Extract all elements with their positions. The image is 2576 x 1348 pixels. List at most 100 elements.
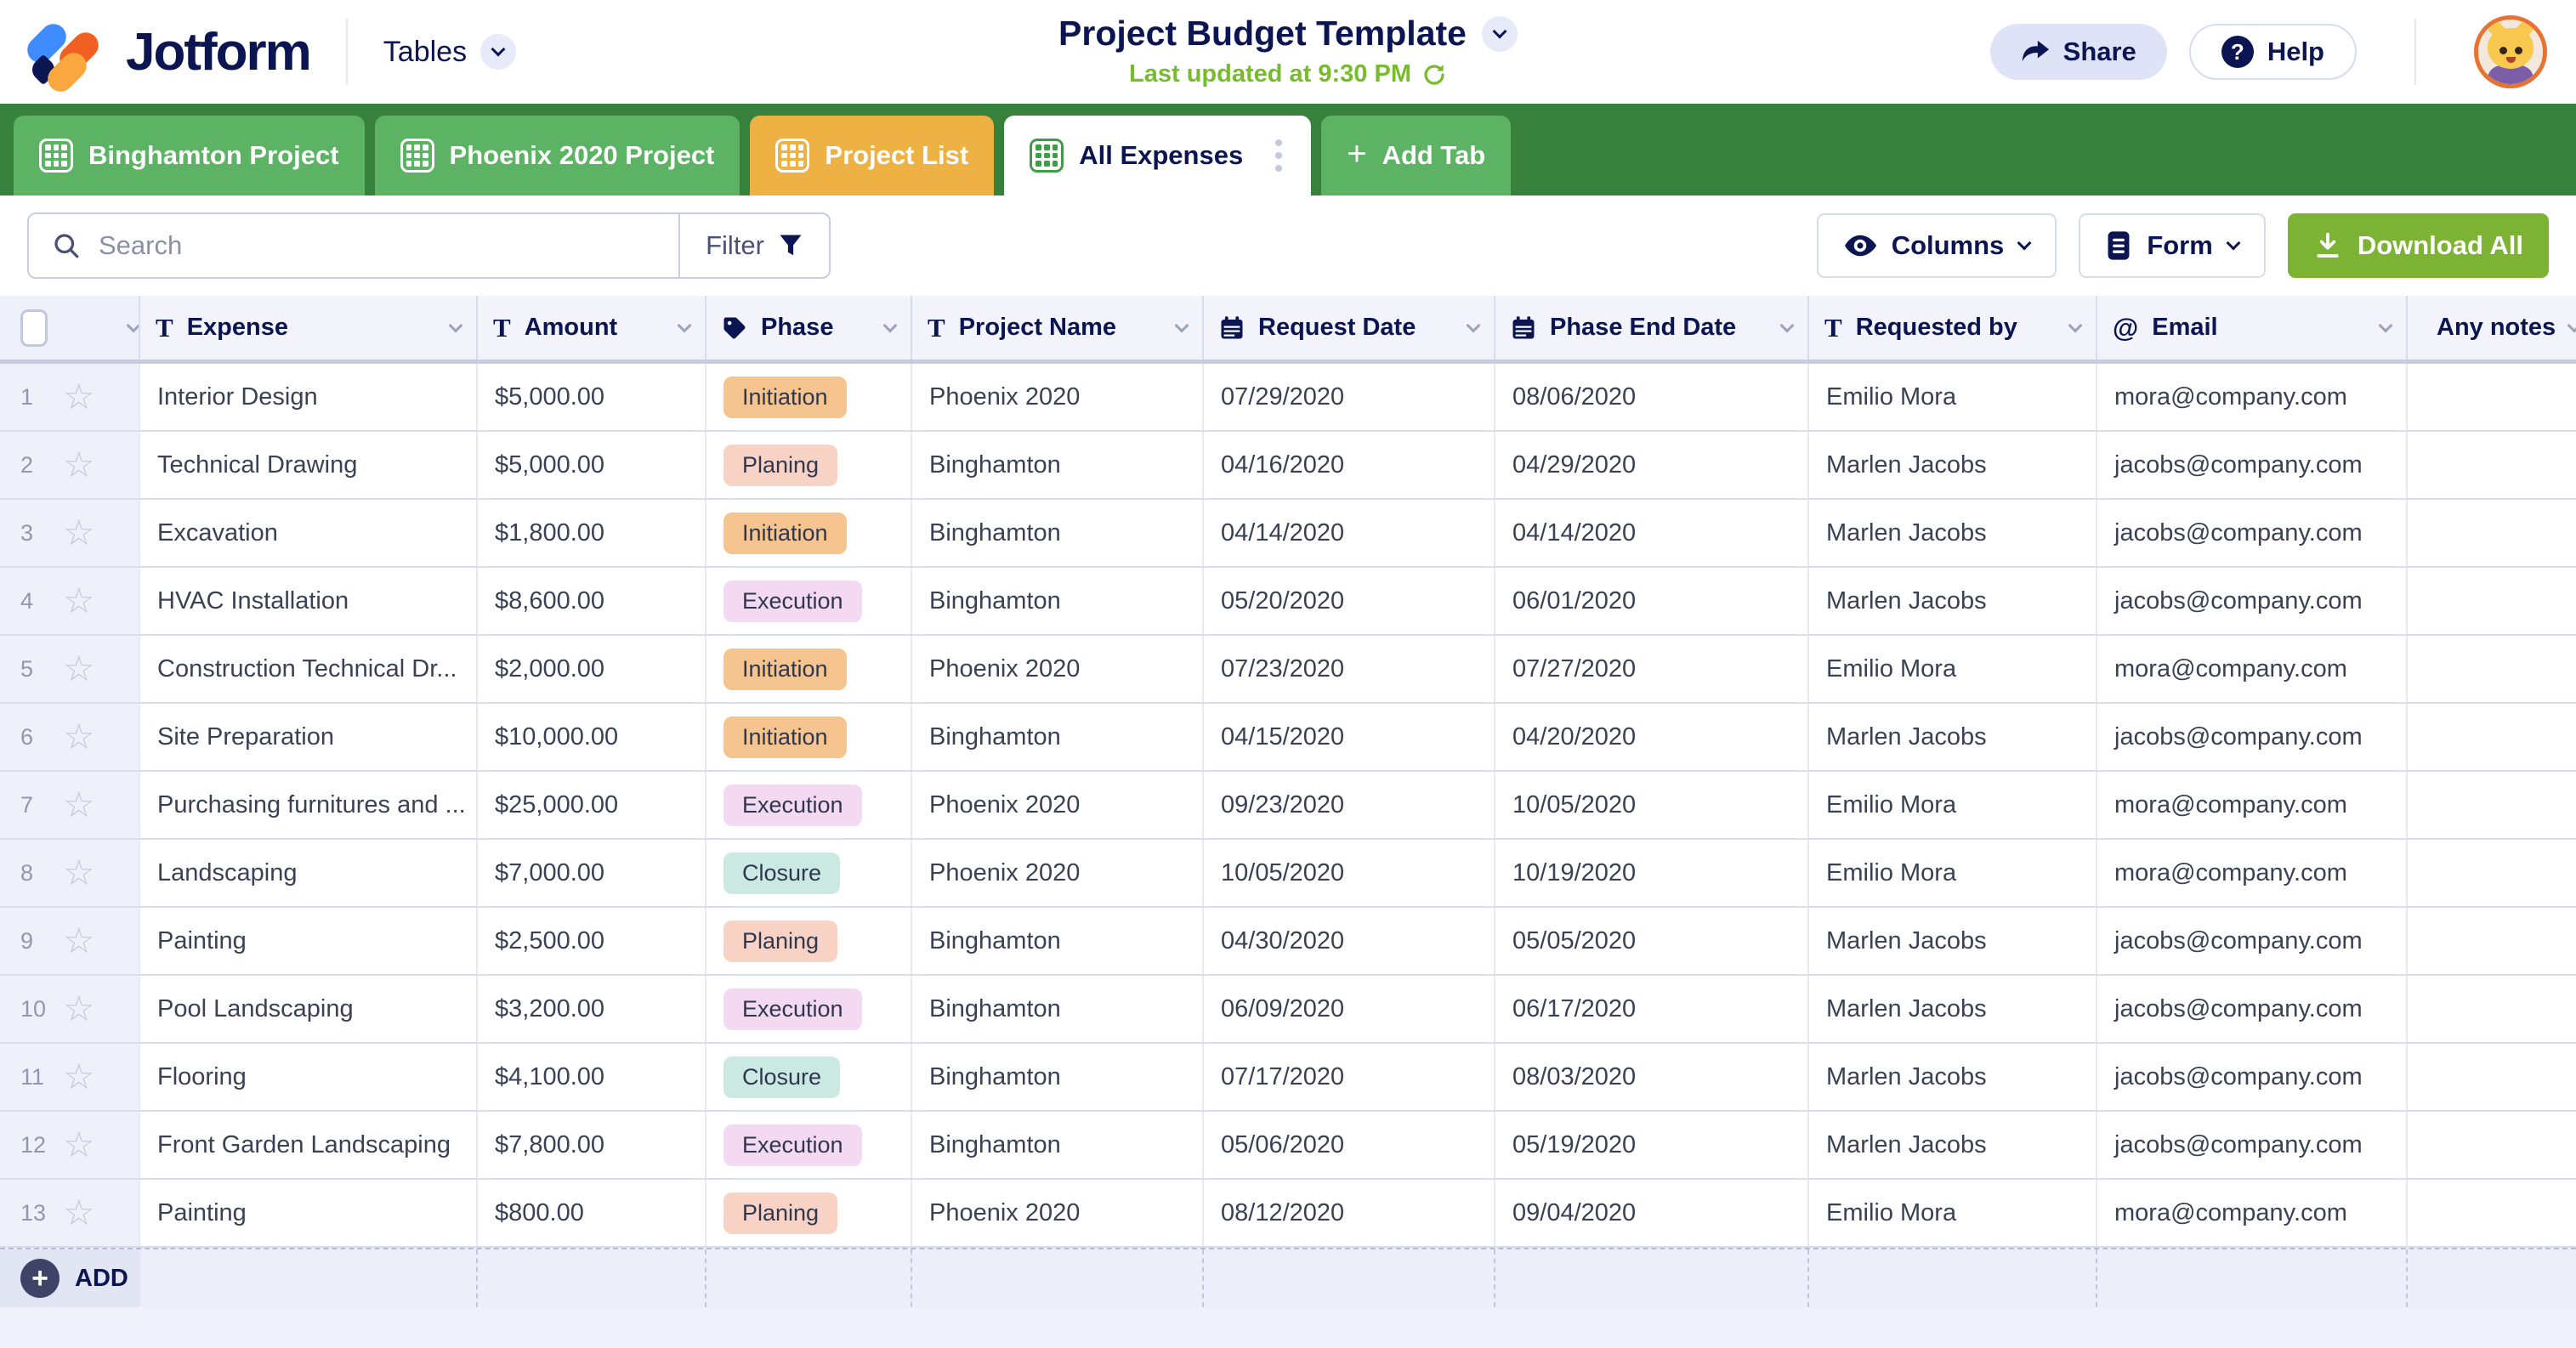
- cell-phase-end[interactable]: 07/27/2020: [1495, 636, 1809, 702]
- add-tab-button[interactable]: + Add Tab: [1321, 116, 1512, 195]
- form-button[interactable]: Form: [2079, 213, 2266, 278]
- chevron-down-icon[interactable]: [1174, 318, 1189, 332]
- share-button[interactable]: Share: [1989, 24, 2167, 80]
- cell-email[interactable]: mora@company.com: [2097, 840, 2408, 906]
- add-record-button[interactable]: + ADD: [0, 1249, 140, 1307]
- cell-notes[interactable]: [2408, 1044, 2576, 1110]
- cell-requested-by[interactable]: Marlen Jacobs: [1809, 500, 2097, 566]
- cell-request-date[interactable]: 04/16/2020: [1204, 432, 1495, 498]
- cell-requested-by[interactable]: Emilio Mora: [1809, 1180, 2097, 1246]
- cell-request-date[interactable]: 07/23/2020: [1204, 636, 1495, 702]
- column-header-email[interactable]: @ Email: [2097, 296, 2408, 360]
- cell-request-date[interactable]: 04/15/2020: [1204, 704, 1495, 770]
- columns-button[interactable]: Columns: [1816, 213, 2057, 278]
- cell-phase[interactable]: Initiation: [706, 636, 912, 702]
- cell-phase[interactable]: Execution: [706, 976, 912, 1042]
- cell-notes[interactable]: [2408, 364, 2576, 430]
- cell-phase[interactable]: Planing: [706, 908, 912, 974]
- star-icon[interactable]: ☆: [63, 1056, 95, 1096]
- cell-project[interactable]: Phoenix 2020: [912, 364, 1204, 430]
- cell-project[interactable]: Binghamton: [912, 1044, 1204, 1110]
- cell-project[interactable]: Binghamton: [912, 908, 1204, 974]
- avatar[interactable]: [2474, 15, 2547, 88]
- cell-requested-by[interactable]: Marlen Jacobs: [1809, 704, 2097, 770]
- cell-requested-by[interactable]: Emilio Mora: [1809, 636, 2097, 702]
- cell-email[interactable]: jacobs@company.com: [2097, 1112, 2408, 1178]
- tables-dropdown[interactable]: Tables: [383, 34, 517, 70]
- cell-project[interactable]: Phoenix 2020: [912, 840, 1204, 906]
- cell-notes[interactable]: [2408, 976, 2576, 1042]
- tab-menu-dots-icon[interactable]: [1272, 134, 1285, 177]
- chevron-down-icon[interactable]: [1466, 318, 1481, 332]
- cell-phase-end[interactable]: 06/01/2020: [1495, 568, 1809, 634]
- cell-expense[interactable]: Painting: [140, 908, 478, 974]
- cell-phase-end[interactable]: 04/29/2020: [1495, 432, 1809, 498]
- star-icon[interactable]: ☆: [63, 784, 95, 824]
- cell-amount[interactable]: $5,000.00: [478, 364, 706, 430]
- cell-notes[interactable]: [2408, 636, 2576, 702]
- cell-phase[interactable]: Planing: [706, 1180, 912, 1246]
- cell-phase-end[interactable]: 04/14/2020: [1495, 500, 1809, 566]
- cell-expense[interactable]: Flooring: [140, 1044, 478, 1110]
- cell-notes[interactable]: [2408, 840, 2576, 906]
- cell-amount[interactable]: $10,000.00: [478, 704, 706, 770]
- cell-phase[interactable]: Planing: [706, 432, 912, 498]
- cell-notes[interactable]: [2408, 568, 2576, 634]
- cell-phase-end[interactable]: 08/03/2020: [1495, 1044, 1809, 1110]
- cell-request-date[interactable]: 09/23/2020: [1204, 772, 1495, 838]
- tab-project-list[interactable]: Project List: [750, 116, 995, 195]
- cell-amount[interactable]: $7,800.00: [478, 1112, 706, 1178]
- cell-phase-end[interactable]: 10/19/2020: [1495, 840, 1809, 906]
- cell-phase-end[interactable]: 04/20/2020: [1495, 704, 1809, 770]
- star-icon[interactable]: ☆: [63, 581, 95, 620]
- cell-phase[interactable]: Execution: [706, 568, 912, 634]
- cell-expense[interactable]: Painting: [140, 1180, 478, 1246]
- cell-request-date[interactable]: 04/30/2020: [1204, 908, 1495, 974]
- cell-notes[interactable]: [2408, 1112, 2576, 1178]
- title-chevron-down-icon[interactable]: [1481, 15, 1518, 52]
- cell-notes[interactable]: [2408, 432, 2576, 498]
- column-header-project-name[interactable]: T Project Name: [912, 296, 1204, 360]
- cell-request-date[interactable]: 10/05/2020: [1204, 840, 1495, 906]
- star-icon[interactable]: ☆: [63, 1192, 95, 1232]
- cell-expense[interactable]: Interior Design: [140, 364, 478, 430]
- chevron-down-icon[interactable]: [2378, 318, 2393, 332]
- star-icon[interactable]: ☆: [63, 716, 95, 756]
- cell-amount[interactable]: $2,500.00: [478, 908, 706, 974]
- cell-phase-end[interactable]: 09/04/2020: [1495, 1180, 1809, 1246]
- cell-phase[interactable]: Execution: [706, 1112, 912, 1178]
- cell-project[interactable]: Binghamton: [912, 976, 1204, 1042]
- cell-phase-end[interactable]: 06/17/2020: [1495, 976, 1809, 1042]
- cell-requested-by[interactable]: Marlen Jacobs: [1809, 1044, 2097, 1110]
- cell-phase-end[interactable]: 08/06/2020: [1495, 364, 1809, 430]
- chevron-down-icon[interactable]: [677, 318, 692, 332]
- star-icon[interactable]: ☆: [63, 649, 95, 688]
- cell-requested-by[interactable]: Marlen Jacobs: [1809, 1112, 2097, 1178]
- column-header-request-date[interactable]: Request Date: [1204, 296, 1495, 360]
- cell-amount[interactable]: $800.00: [478, 1180, 706, 1246]
- cell-project[interactable]: Phoenix 2020: [912, 1180, 1204, 1246]
- cell-email[interactable]: jacobs@company.com: [2097, 500, 2408, 566]
- help-button[interactable]: ? Help: [2188, 24, 2357, 80]
- cell-requested-by[interactable]: Marlen Jacobs: [1809, 908, 2097, 974]
- column-header-any-notes[interactable]: Any notes: [2408, 296, 2576, 360]
- cell-notes[interactable]: [2408, 1180, 2576, 1246]
- cell-expense[interactable]: Site Preparation: [140, 704, 478, 770]
- cell-expense[interactable]: Purchasing furnitures and ...: [140, 772, 478, 838]
- column-header-phase-end-date[interactable]: Phase End Date: [1495, 296, 1809, 360]
- cell-phase-end[interactable]: 10/05/2020: [1495, 772, 1809, 838]
- cell-amount[interactable]: $4,100.00: [478, 1044, 706, 1110]
- cell-requested-by[interactable]: Emilio Mora: [1809, 772, 2097, 838]
- cell-project[interactable]: Phoenix 2020: [912, 772, 1204, 838]
- star-icon[interactable]: ☆: [63, 1124, 95, 1164]
- column-header-phase[interactable]: Phase: [706, 296, 912, 360]
- tab-phoenix-2020-project[interactable]: Phoenix 2020 Project: [374, 116, 740, 195]
- cell-amount[interactable]: $25,000.00: [478, 772, 706, 838]
- cell-email[interactable]: jacobs@company.com: [2097, 1044, 2408, 1110]
- cell-phase[interactable]: Closure: [706, 840, 912, 906]
- chevron-down-icon[interactable]: [2068, 318, 2083, 332]
- cell-project[interactable]: Binghamton: [912, 1112, 1204, 1178]
- cell-amount[interactable]: $2,000.00: [478, 636, 706, 702]
- cell-email[interactable]: mora@company.com: [2097, 1180, 2408, 1246]
- cell-request-date[interactable]: 08/12/2020: [1204, 1180, 1495, 1246]
